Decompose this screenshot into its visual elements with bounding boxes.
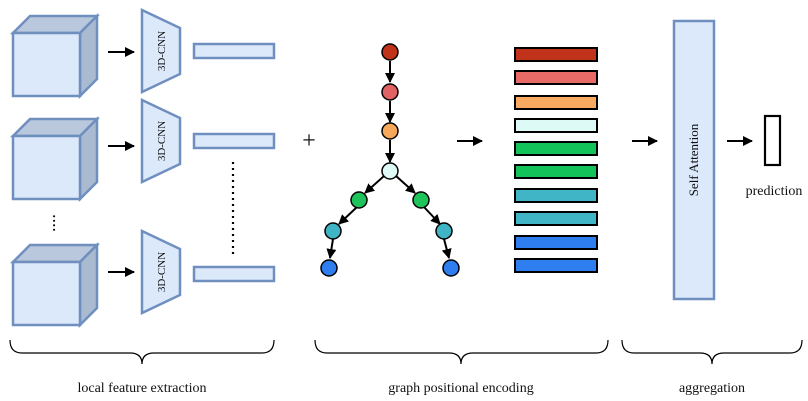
- volume-cube-3: [9, 241, 101, 329]
- encoding-stripe-1: [514, 47, 598, 62]
- volume-cube-1: [9, 12, 101, 100]
- self-attention-label: Self Attention: [686, 123, 701, 196]
- graph-node-3: [381, 122, 399, 140]
- position-graph: [320, 43, 460, 277]
- positional-encoding-stack: [514, 47, 598, 273]
- encoding-stripe-6: [514, 164, 598, 179]
- feature-vector-3: [192, 265, 276, 283]
- graph-node-8: [435, 222, 453, 240]
- encoding-stripe-7: [514, 188, 598, 203]
- brace-graph-positional-encoding: [314, 339, 609, 365]
- encoding-stripe-4: [514, 118, 598, 133]
- graph-node-7: [324, 222, 342, 240]
- encoding-stripe-8: [514, 211, 598, 226]
- cnn-label-3: 3D-CNN: [156, 252, 168, 292]
- graph-node-9: [320, 259, 338, 277]
- graph-node-6: [412, 191, 430, 209]
- cnn-label-1: 3D-CNN: [156, 31, 168, 71]
- encoding-stripe-2: [514, 70, 598, 85]
- self-attention-block: [672, 19, 716, 301]
- encoding-stripe-5: [514, 141, 598, 156]
- graph-node-4: [381, 162, 399, 180]
- cnn-block-3: 3D-CNN: [140, 229, 182, 315]
- graph-node-1: [381, 43, 399, 61]
- prediction-label: prediction: [746, 184, 803, 199]
- volume-cube-2: [9, 115, 101, 203]
- graph-node-10: [442, 259, 460, 277]
- cnn-block-1: 3D-CNN: [140, 8, 182, 94]
- graph-node-2: [381, 83, 399, 101]
- feature-vector-1: [192, 42, 276, 60]
- encoding-stripe-10: [514, 258, 598, 273]
- group-label-aggregation: aggregation: [679, 381, 745, 396]
- encoding-stripe-9: [514, 235, 598, 250]
- prediction-box: [763, 114, 782, 167]
- group-label-graph-positional-encoding: graph positional encoding: [388, 381, 533, 396]
- cnn-label-2: 3D-CNN: [156, 121, 168, 161]
- cube-ellipsis: ....: [49, 214, 69, 232]
- plus-sign: +: [302, 128, 316, 154]
- brace-local-feature-extraction: [9, 339, 275, 365]
- feature-vector-2: [192, 132, 276, 150]
- encoding-stripe-3: [514, 95, 598, 110]
- group-label-local-feature-extraction: local feature extraction: [77, 381, 206, 396]
- brace-aggregation: [621, 339, 803, 365]
- cnn-block-2: 3D-CNN: [140, 98, 182, 184]
- graph-node-5: [350, 191, 368, 209]
